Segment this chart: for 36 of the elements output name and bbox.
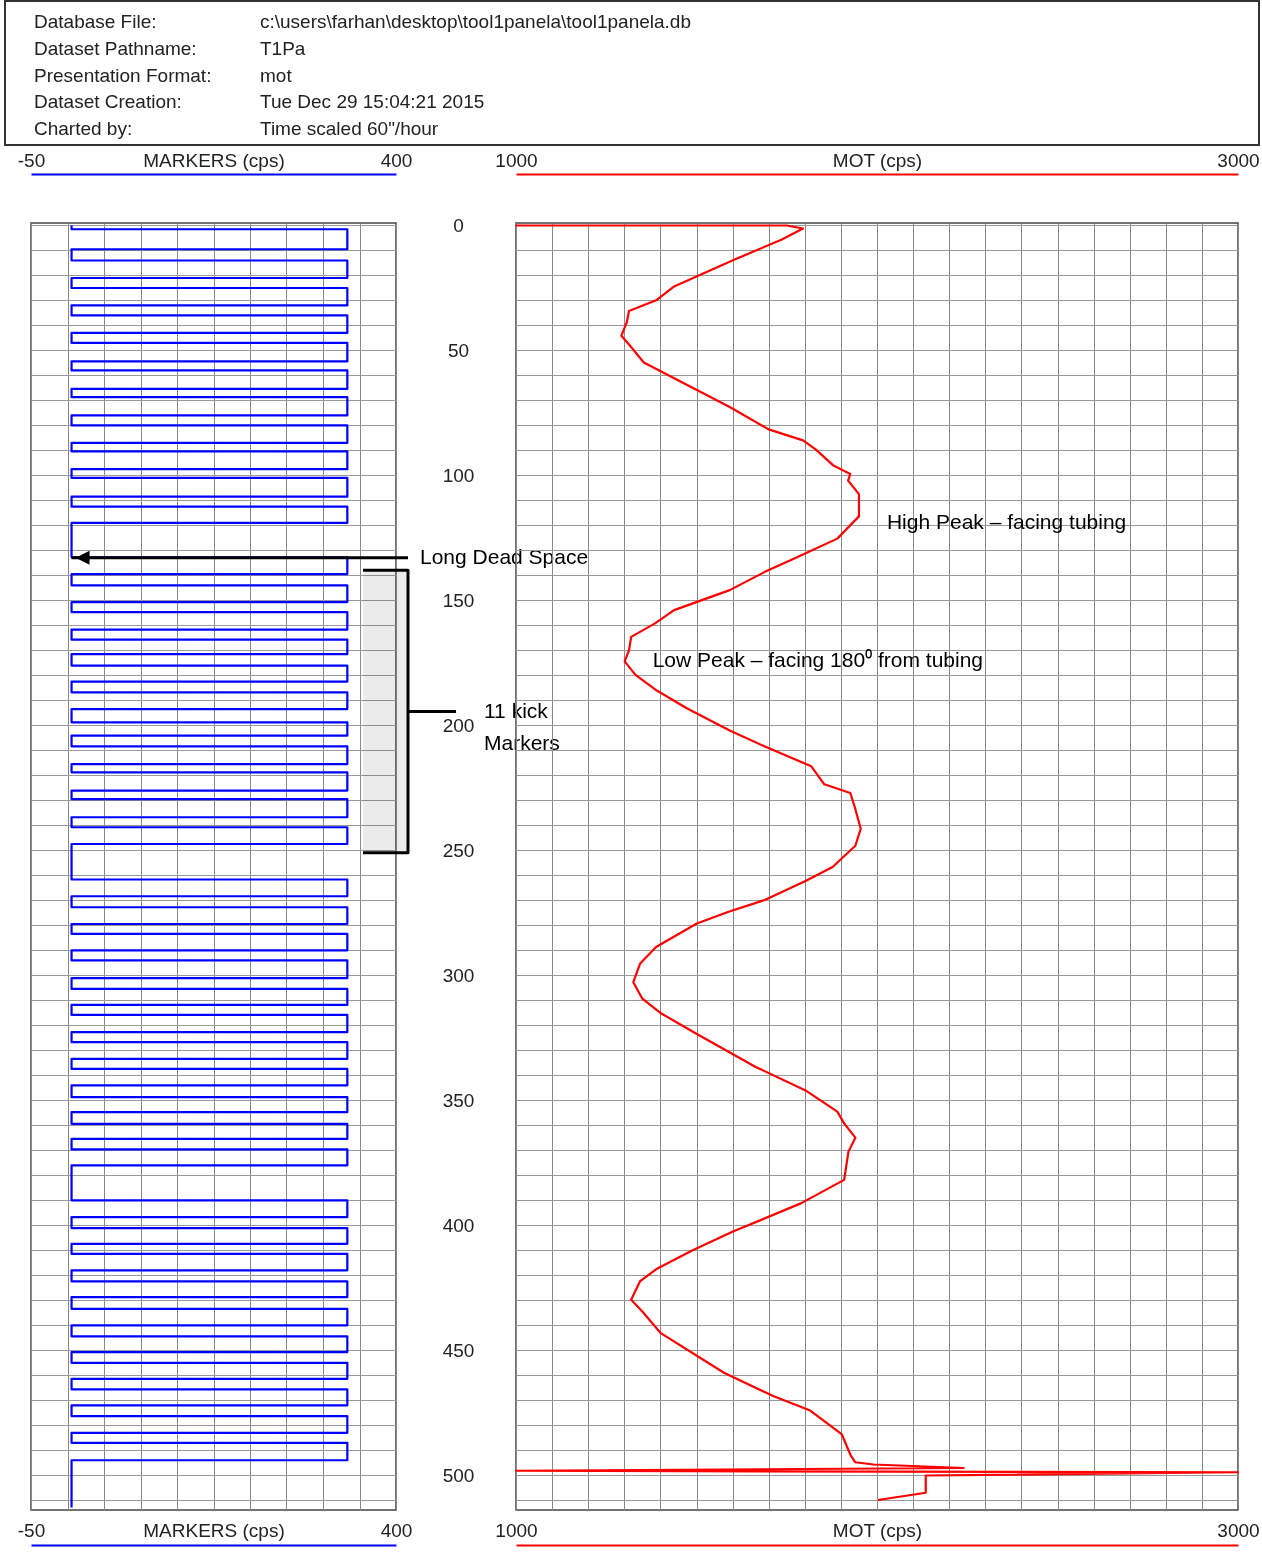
y-tick-label: 150 bbox=[442, 589, 475, 611]
line-series bbox=[70, 224, 349, 1509]
text: Database File: bbox=[34, 10, 158, 34]
x2-tick-label: 1000 bbox=[495, 149, 538, 171]
x-tick-label: 1000 bbox=[495, 1519, 538, 1541]
y-tick-label: 200 bbox=[442, 714, 475, 736]
x2-tick-label: -50 bbox=[17, 149, 46, 171]
x2-tick-label: 400 bbox=[380, 149, 413, 171]
x-tick-label: 400 bbox=[380, 1519, 413, 1541]
text: Dataset Creation: bbox=[34, 90, 183, 115]
y-tick-label: 300 bbox=[442, 964, 475, 986]
y-tick-label: 450 bbox=[442, 1339, 475, 1361]
y-tick-label: 250 bbox=[442, 839, 475, 861]
annotation: Low Peak – facing 180⁰ from tubing bbox=[652, 648, 984, 672]
text: Presentation Format: bbox=[34, 63, 213, 88]
text: Tue Dec 29 15:04:21 2015 bbox=[260, 90, 486, 115]
x-tick-label: -50 bbox=[17, 1519, 46, 1541]
x2-axis-title: MARKERS (cps) bbox=[143, 149, 285, 171]
text: c:\users\farhan\desktop\tool1panela\tool1panela.db bbox=[260, 10, 692, 34]
y-tick-label: 50 bbox=[447, 339, 470, 361]
y-tick-label: 400 bbox=[442, 1214, 475, 1236]
x-tick-label: 3000 bbox=[1217, 1519, 1260, 1541]
text: T1Pa bbox=[260, 36, 307, 61]
y-tick-label: 500 bbox=[442, 1464, 475, 1486]
y-tick-label: 0 bbox=[453, 215, 464, 236]
text: mot bbox=[260, 63, 293, 88]
text: Time scaled 60"/hour bbox=[260, 117, 440, 142]
x-axis-title: MARKERS (cps) bbox=[143, 1519, 285, 1541]
y-tick-label: 100 bbox=[442, 464, 475, 486]
annotation: High Peak – facing tubing bbox=[886, 509, 1127, 533]
y-tick-label: 350 bbox=[442, 1089, 475, 1111]
text: Charted by: bbox=[34, 117, 134, 142]
text: Dataset Pathname: bbox=[34, 36, 198, 61]
x2-tick-label: 3000 bbox=[1217, 149, 1260, 171]
x2-axis-title: MOT (cps) bbox=[832, 149, 923, 171]
x-axis-title: MOT (cps) bbox=[832, 1519, 923, 1541]
